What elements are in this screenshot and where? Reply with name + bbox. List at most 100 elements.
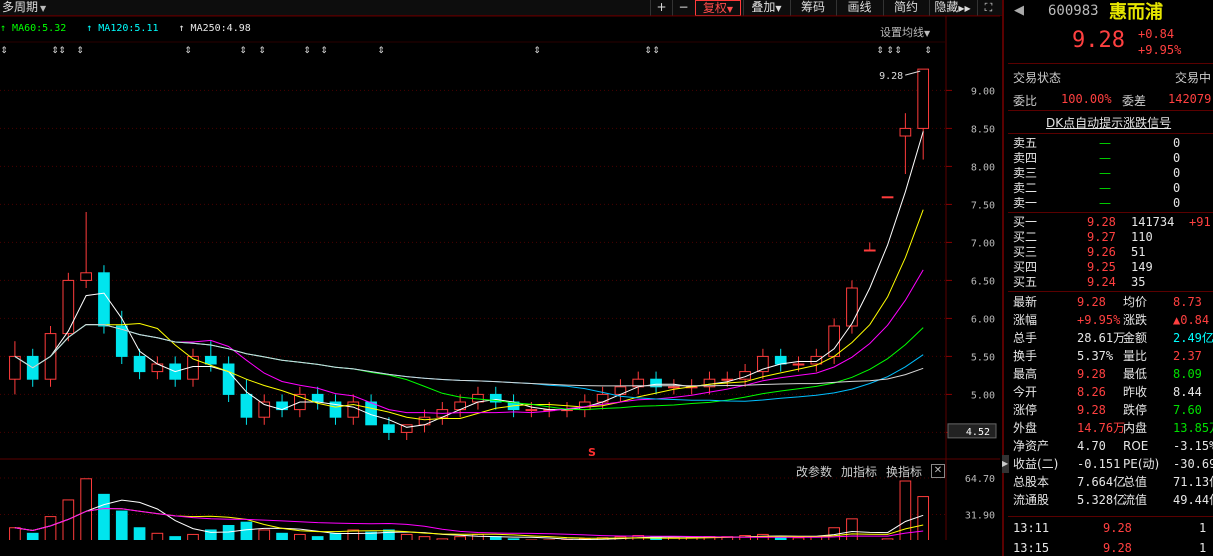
volume-bar[interactable] xyxy=(62,499,75,540)
zoom-in-button[interactable]: + xyxy=(650,0,672,16)
event-marker-icon[interactable]: ⇕ xyxy=(239,46,247,56)
event-marker-icon[interactable]: ⇕ xyxy=(0,46,8,56)
event-marker-icon[interactable]: ⇕ xyxy=(876,46,884,56)
candle-down[interactable] xyxy=(383,424,395,433)
candle-down[interactable] xyxy=(133,355,146,373)
event-marker-icon[interactable]: ⇕ xyxy=(533,46,541,56)
prev-stock-icon[interactable]: ◀ xyxy=(1014,3,1024,18)
candle-down[interactable] xyxy=(329,401,342,418)
candle-up[interactable] xyxy=(721,378,734,381)
candle-down[interactable] xyxy=(311,393,324,403)
volume-bar[interactable] xyxy=(276,532,288,540)
volume-bar[interactable] xyxy=(365,531,377,540)
volume-bar[interactable] xyxy=(472,533,484,540)
candle-down[interactable] xyxy=(204,355,217,365)
volume-bar[interactable] xyxy=(222,525,235,540)
event-marker-icon[interactable]: ⇕ xyxy=(258,46,266,56)
candle-down[interactable] xyxy=(489,393,502,403)
candle-up[interactable] xyxy=(739,371,751,380)
event-marker-icon[interactable]: ⇕ xyxy=(652,46,660,56)
volume-bar[interactable] xyxy=(115,510,128,540)
candle-up[interactable] xyxy=(792,363,805,366)
candle-up[interactable] xyxy=(668,386,680,389)
volume-bar[interactable] xyxy=(98,493,110,540)
volume-bar[interactable] xyxy=(846,518,858,540)
volume-bar[interactable] xyxy=(454,536,466,540)
volume-bar[interactable] xyxy=(507,538,520,540)
candle-up[interactable] xyxy=(258,401,271,418)
volume-bar[interactable] xyxy=(80,478,92,540)
event-marker-icon[interactable]: ⇕ xyxy=(886,46,894,56)
candle-up[interactable] xyxy=(400,424,413,433)
event-marker-icon[interactable]: ⇕ xyxy=(377,46,385,56)
candle-up[interactable] xyxy=(525,409,538,412)
volume-bar[interactable] xyxy=(169,536,182,540)
candle-down[interactable] xyxy=(774,355,787,365)
event-marker-icon[interactable]: ⇕ xyxy=(58,46,66,56)
volume-bar[interactable] xyxy=(26,532,39,540)
candle-down[interactable] xyxy=(222,363,235,395)
volume-bar[interactable] xyxy=(400,533,413,540)
candle-up[interactable] xyxy=(9,355,21,380)
dk-signal-link[interactable]: DK点自动提示涨跌信号 xyxy=(1046,116,1172,130)
fullscreen-icon[interactable]: ⛶ xyxy=(977,0,999,16)
volume-bar[interactable] xyxy=(294,533,306,540)
event-marker-icon[interactable]: ⇕ xyxy=(303,46,311,56)
huaxian-button[interactable]: 画线 xyxy=(836,0,882,16)
event-marker-icon[interactable]: ⇕ xyxy=(894,46,902,56)
chouma-button[interactable]: 筹码 xyxy=(790,0,835,16)
close-icon[interactable]: ✕ xyxy=(931,464,945,478)
diejia-button[interactable]: 叠加▼ xyxy=(743,0,789,16)
volume-bar[interactable] xyxy=(792,537,805,540)
volume-bar[interactable] xyxy=(151,532,164,540)
candle-down[interactable] xyxy=(650,378,662,388)
candle-down[interactable] xyxy=(115,325,128,357)
candle-up[interactable] xyxy=(881,196,894,199)
collapse-handle-icon[interactable]: ▶ xyxy=(1002,455,1009,473)
jianyue-button[interactable]: 简约 xyxy=(883,0,928,16)
event-marker-icon[interactable]: ⇕ xyxy=(76,46,84,56)
jiazhibiao-button[interactable]: 加指标 xyxy=(841,465,878,479)
yincang-button[interactable]: 隐藏▶▶ xyxy=(929,0,975,16)
volume-bar[interactable] xyxy=(383,529,395,540)
period-selector[interactable]: 多周期 ▼ xyxy=(0,0,46,16)
volume-bar[interactable] xyxy=(9,527,21,540)
event-marker-icon[interactable]: ⇕ xyxy=(184,46,192,56)
candle-up[interactable] xyxy=(703,378,716,388)
volume-bar[interactable] xyxy=(204,529,217,540)
volume-bar[interactable] xyxy=(828,527,840,540)
sell-signal-marker[interactable]: S xyxy=(588,446,596,459)
zoom-out-button[interactable]: − xyxy=(672,0,694,16)
event-marker-icon[interactable]: ⇕ xyxy=(320,46,328,56)
volume-bar[interactable] xyxy=(881,538,894,540)
panel-divider[interactable] xyxy=(1002,0,1004,556)
candle-up[interactable] xyxy=(80,272,92,281)
event-marker-icon[interactable]: ⇕ xyxy=(644,46,652,56)
volume-bar[interactable] xyxy=(240,521,253,540)
volume-bar[interactable] xyxy=(436,538,449,540)
volume-bar[interactable] xyxy=(899,480,912,540)
gaicanshu-button[interactable]: 改参数 xyxy=(796,465,833,479)
event-marker-icon[interactable]: ⇕ xyxy=(924,46,932,56)
candlestick-chart[interactable]: 9.008.508.007.507.006.506.005.505.004.50… xyxy=(0,0,1000,540)
candle-up[interactable] xyxy=(863,249,876,252)
candle-up[interactable] xyxy=(62,279,75,335)
candle-up[interactable] xyxy=(899,127,912,137)
ma-settings-button[interactable]: 设置均线▼ xyxy=(880,24,930,40)
volume-bar[interactable] xyxy=(917,496,930,540)
candle-up[interactable] xyxy=(810,355,823,365)
candle-down[interactable] xyxy=(240,393,253,418)
candle-up[interactable] xyxy=(846,287,858,327)
volume-bar[interactable] xyxy=(258,529,271,540)
volume-bar[interactable] xyxy=(329,532,342,540)
candle-up[interactable] xyxy=(917,68,930,129)
volume-bar[interactable] xyxy=(44,516,57,540)
volume-bar[interactable] xyxy=(347,529,360,540)
volume-bar[interactable] xyxy=(133,527,146,540)
event-marker-icon[interactable]: ⇕ xyxy=(51,46,59,56)
candle-down[interactable] xyxy=(98,272,110,327)
huanzhibiao-button[interactable]: 换指标 xyxy=(886,465,923,479)
volume-bar[interactable] xyxy=(187,533,199,540)
volume-bar[interactable] xyxy=(311,536,324,540)
candle-down[interactable] xyxy=(365,401,377,426)
